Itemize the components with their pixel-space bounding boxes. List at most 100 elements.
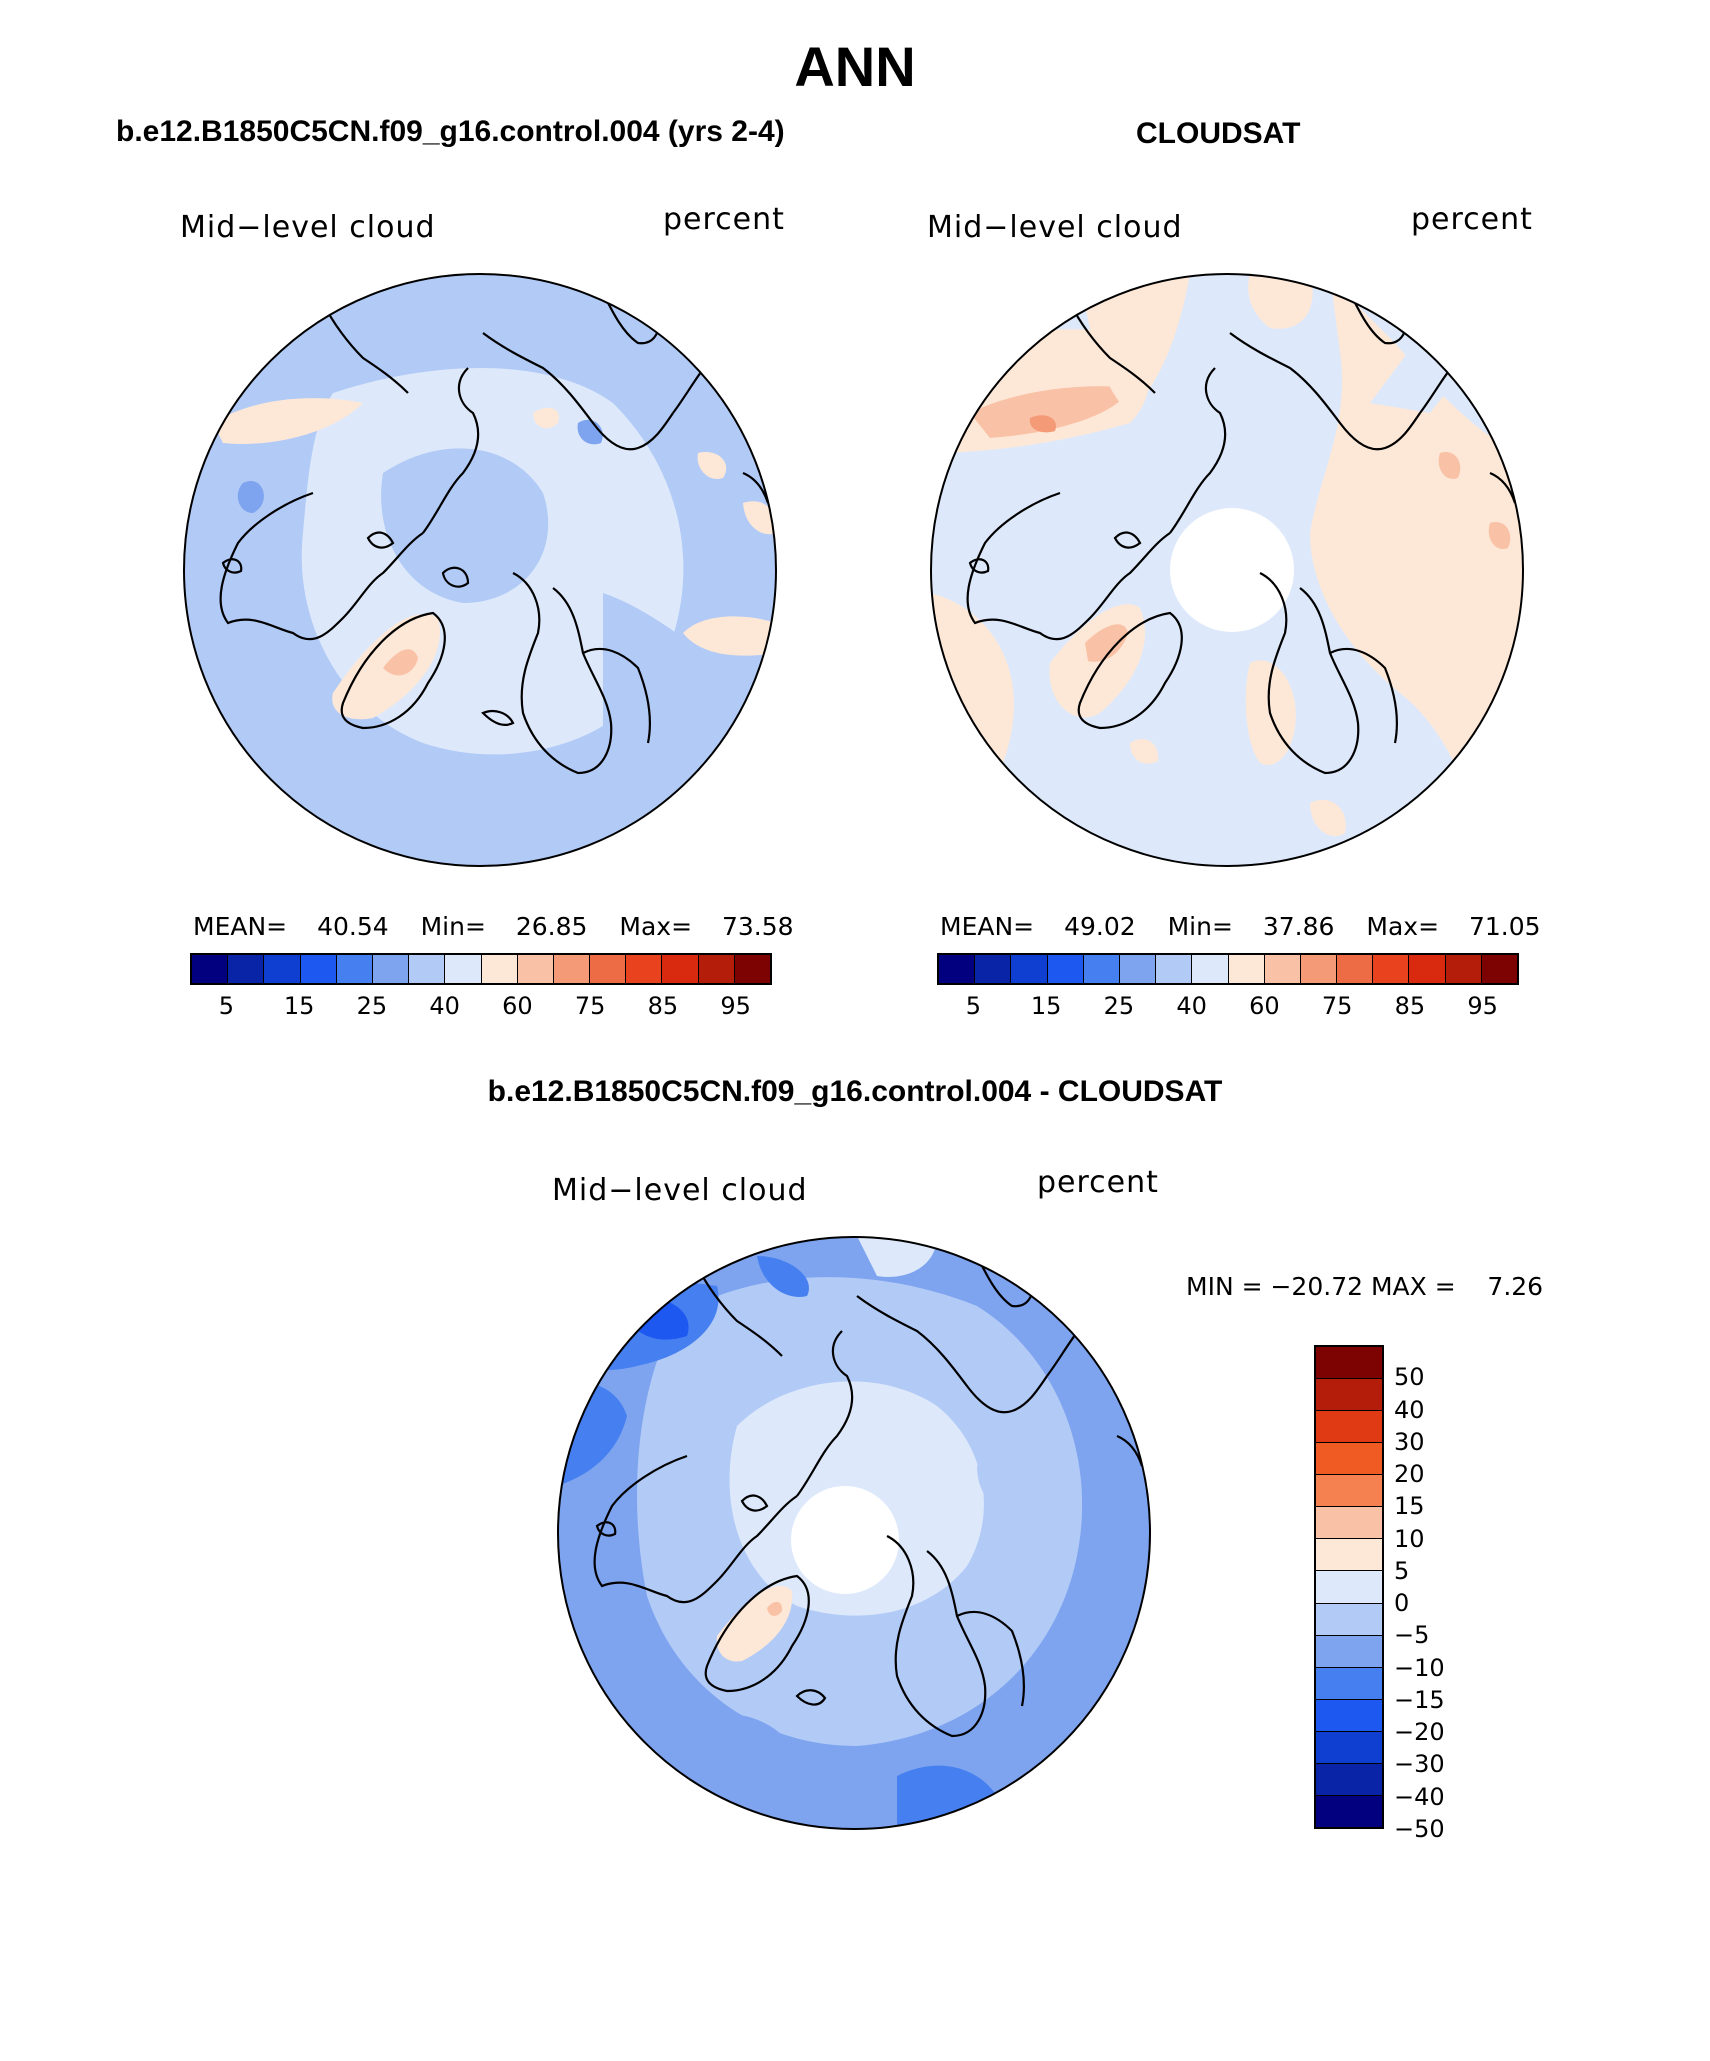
obs-colorbar-cell (1192, 955, 1229, 983)
obs-colorbar-cell (1047, 955, 1084, 983)
diff-colorbar-cell (1316, 1603, 1382, 1636)
model-units-label: percent (663, 202, 785, 237)
model-colorbar-cell (192, 955, 229, 983)
model-colorbar-tick-label: 40 (429, 992, 460, 1020)
diff-colorbar-cell (1316, 1667, 1382, 1700)
obs-colorbar-tick-label: 40 (1176, 992, 1207, 1020)
model-colorbar-cell (626, 955, 663, 983)
diff-colorbar-cell (1316, 1411, 1382, 1444)
diff-colorbar-cell (1316, 1507, 1382, 1540)
obs-colorbar-ticks: 5 15 25 40 60 75 85 95 (937, 992, 1519, 1022)
obs-colorbar-cell (1083, 955, 1120, 983)
model-colorbar-cell (264, 955, 301, 983)
model-mean-label: MEAN= (193, 912, 288, 941)
model-colorbar-cell (590, 955, 627, 983)
diff-colorbar-tick-label: −15 (1394, 1685, 1445, 1714)
diff-colorbar-tick-label: 20 (1394, 1460, 1425, 1489)
diff-colorbar-tick-label: −50 (1394, 1815, 1445, 1843)
model-colorbar-tick-label: 15 (283, 992, 315, 1020)
diff-minmax-label: MIN = −20.72 MAX = 7.26 (1186, 1272, 1544, 1301)
obs-min-value: 37.86 (1262, 912, 1335, 941)
obs-colorbar-cell (975, 955, 1012, 983)
diff-colorbar-tick-label: 40 (1394, 1395, 1425, 1424)
model-colorbar-tick-label: 60 (502, 992, 533, 1020)
diff-colorbar-cell (1316, 1539, 1382, 1572)
obs-colorbar-tick-label: 75 (1321, 992, 1353, 1020)
diff-colorbar-tick-label: −5 (1394, 1621, 1430, 1650)
obs-colorbar-tick-label: 5 (965, 992, 982, 1020)
obs-units-label: percent (1411, 202, 1533, 237)
diff-colorbar-ticks: 50 40 30 20 15 10 5 0 −5 −10 −15 −20 −30 −40 −50 (1394, 1345, 1474, 1843)
obs-colorbar-cell (939, 955, 976, 983)
diff-colorbar-cell (1316, 1379, 1382, 1412)
model-min-value: 26.85 (515, 912, 588, 941)
model-panel-title: b.e12.B1850C5CN.f09_g16.control.004 (yrs… (116, 115, 785, 148)
obs-colorbar-cell (1264, 955, 1301, 983)
model-colorbar-cell (445, 955, 482, 983)
obs-colorbar-cell (1011, 955, 1048, 983)
model-colorbar-tick-label: 75 (574, 992, 606, 1020)
obs-mean-label: MEAN= (940, 912, 1035, 941)
diff-colorbar-cell (1316, 1699, 1382, 1732)
model-max-label: Max= (619, 912, 693, 941)
model-max-value: 73.58 (722, 912, 794, 941)
obs-mean-value: 49.02 (1064, 912, 1136, 941)
diff-colorbar-cell (1316, 1347, 1382, 1380)
obs-colorbar-tick-label: 25 (1103, 992, 1135, 1020)
model-colorbar-cell (662, 955, 699, 983)
diff-colorbar-cell (1316, 1475, 1382, 1508)
model-colorbar-tick-label: 95 (720, 992, 751, 1020)
diff-colorbar-tick-label: −30 (1394, 1750, 1445, 1779)
obs-colorbar-cell (1337, 955, 1374, 983)
diff-colorbar (1314, 1345, 1384, 1829)
obs-min-label: Min= (1167, 912, 1233, 941)
diff-colorbar-tick-label: 30 (1394, 1427, 1425, 1456)
diff-panel-title: b.e12.B1850C5CN.f09_g16.control.004 - CL… (487, 1075, 1223, 1108)
model-colorbar-cell (517, 955, 554, 983)
diff-colorbar-cell (1316, 1571, 1382, 1604)
obs-colorbar-cell (1445, 955, 1482, 983)
obs-colorbar-tick-label: 15 (1030, 992, 1062, 1020)
obs-colorbar (937, 953, 1519, 985)
model-mean-value: 40.54 (317, 912, 389, 941)
diff-colorbar-tick-label: 0 (1394, 1589, 1410, 1618)
obs-max-value: 71.05 (1469, 912, 1541, 941)
obs-colorbar-cell (1300, 955, 1338, 983)
diff-colorbar-tick-label: 50 (1394, 1363, 1425, 1392)
diff-colorbar-cell (1316, 1763, 1382, 1796)
obs-max-label: Max= (1366, 912, 1440, 941)
model-colorbar-ticks: 5 15 25 40 60 75 85 95 (190, 992, 772, 1022)
model-colorbar-tick-label: 5 (218, 992, 235, 1020)
obs-colorbar-cell (1228, 955, 1265, 983)
model-colorbar-cell (553, 955, 591, 983)
obs-colorbar-tick-label: 60 (1249, 992, 1280, 1020)
model-colorbar-cell (336, 955, 373, 983)
obs-colorbar-cell (1156, 955, 1193, 983)
model-colorbar-cell (372, 955, 410, 983)
model-colorbar-tick-label: 25 (356, 992, 388, 1020)
obs-colorbar-cell (1409, 955, 1446, 983)
model-colorbar-cell (698, 955, 735, 983)
diff-colorbar-tick-label: 10 (1394, 1524, 1425, 1553)
diff-colorbar-tick-label: −10 (1394, 1653, 1445, 1682)
page-title: ANN (794, 35, 916, 98)
model-min-label: Min= (420, 912, 486, 941)
diff-polar-map (557, 1236, 1151, 1830)
model-colorbar (190, 953, 772, 985)
model-colorbar-tick-label: 85 (647, 992, 679, 1020)
model-variable-label: Mid−level cloud (180, 210, 436, 245)
obs-variable-label: Mid−level cloud (927, 210, 1183, 245)
model-colorbar-cell (300, 955, 337, 983)
obs-panel-title: CLOUDSAT (1136, 117, 1301, 150)
obs-colorbar-cell (1373, 955, 1410, 983)
obs-colorbar-cell (1119, 955, 1157, 983)
diff-colorbar-tick-label: −40 (1394, 1782, 1445, 1811)
obs-polar-map (930, 273, 1524, 867)
model-colorbar-cell (734, 955, 770, 983)
diff-colorbar-cell (1316, 1443, 1382, 1476)
obs-colorbar-tick-label: 95 (1467, 992, 1498, 1020)
diff-units-label: percent (1037, 1165, 1159, 1200)
obs-colorbar-tick-label: 85 (1394, 992, 1426, 1020)
diff-colorbar-cell (1316, 1635, 1382, 1668)
diff-variable-label: Mid−level cloud (552, 1173, 808, 1208)
